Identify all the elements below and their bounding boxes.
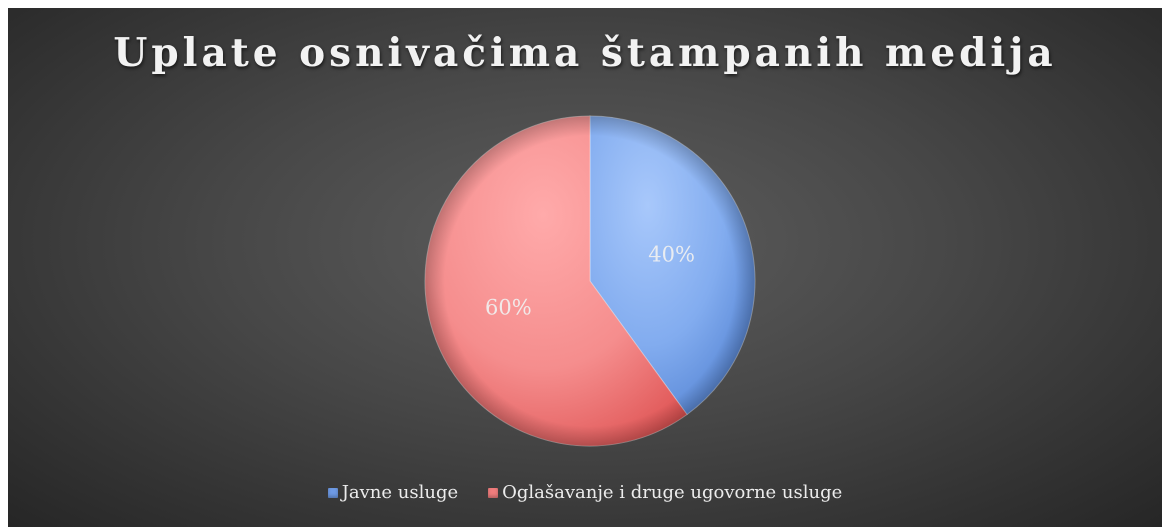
legend-item-javne-usluge: Javne usluge	[327, 482, 459, 503]
legend-item-oglasavanje: Oglašavanje i druge ugovorne usluge	[488, 482, 842, 503]
legend-swatch-javne-usluge	[327, 487, 338, 498]
pie-chart: 40% 60%	[424, 115, 756, 447]
legend-swatch-oglasavanje	[488, 487, 499, 498]
legend: Javne usluge Oglašavanje i druge ugovorn…	[8, 482, 1162, 503]
chart-area: Uplate osnivačima štampanih medija 40% 60…	[8, 8, 1162, 527]
legend-label-javne-usluge: Javne usluge	[341, 482, 459, 503]
chart-title: Uplate osnivačima štampanih medija	[113, 30, 1057, 76]
legend-label-oglasavanje: Oglašavanje i druge ugovorne usluge	[502, 482, 843, 503]
slice-label-javne-usluge: 40%	[648, 242, 695, 266]
slice-label-oglasavanje: 60%	[485, 296, 532, 320]
